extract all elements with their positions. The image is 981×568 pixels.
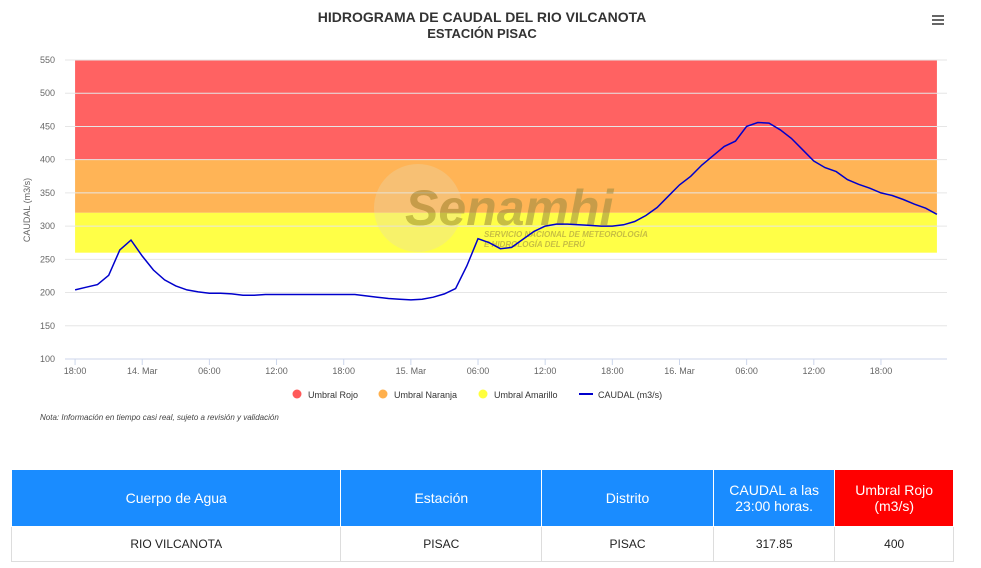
x-tick-label: 16. Mar [664, 366, 695, 376]
watermark-line: SERVICIO NACIONAL DE METEOROLOGÍA [484, 230, 648, 239]
legend-item[interactable]: CAUDAL (m3/s) [579, 390, 662, 400]
chart: HIDROGRAMA DE CAUDAL DEL RIO VILCANOTA E… [22, 9, 947, 422]
x-tick-label: 18:00 [64, 366, 87, 376]
y-tick-label: 500 [40, 88, 55, 98]
x-tick-label: 06:00 [467, 366, 490, 376]
line-series [74, 121, 938, 301]
legend-item[interactable]: Umbral Rojo [292, 389, 359, 401]
table-header: Estación [340, 469, 543, 527]
table-cell: PISAC [340, 526, 543, 562]
y-axis-title: CAUDAL (m3/s) [22, 178, 32, 242]
watermark-title: Senamhi [405, 180, 615, 236]
threshold-band [75, 159, 937, 213]
y-tick-label: 250 [40, 254, 55, 264]
watermark: Senamhi SERVICIO NACIONAL DE METEOROLOGÍ… [374, 164, 648, 252]
y-tick-label: 100 [40, 354, 55, 364]
chart-title: HIDROGRAMA DE CAUDAL DEL RIO VILCANOTA [318, 9, 646, 25]
y-tick-label: 550 [40, 55, 55, 65]
x-tick-label: 18:00 [332, 366, 355, 376]
x-tick-label: 18:00 [870, 366, 893, 376]
table-header: Umbral Rojo (m3/s) [834, 469, 954, 527]
data-table: Cuerpo de Agua Estación Distrito CAUDAL a l… [10, 469, 954, 562]
table-header: CAUDAL a las 23:00 horas. [712, 469, 836, 527]
table-cell: RIO VILCANOTA [10, 526, 342, 562]
legend-item[interactable]: Umbral Amarillo [478, 389, 558, 401]
legend-item[interactable]: Umbral Naranja [378, 389, 458, 401]
menu-icon[interactable] [932, 15, 944, 25]
x-tick-label: 06:00 [735, 366, 758, 376]
x-tick-label: 14. Mar [127, 366, 158, 376]
x-tick-label: 15. Mar [396, 366, 427, 376]
y-tick-label: 350 [40, 188, 55, 198]
table-header: Cuerpo de Agua [10, 469, 342, 527]
y-tick-label: 150 [40, 321, 55, 331]
y-tick-label: 400 [40, 155, 55, 165]
y-tick-label: 300 [40, 221, 55, 231]
chart-subtitle: ESTACIÓN PISAC [427, 26, 537, 41]
legend-swatch [478, 389, 488, 399]
table-cell: 400 [834, 526, 954, 562]
y-tick-label: 450 [40, 121, 55, 131]
x-tick-label: 12:00 [803, 366, 826, 376]
note: Nota: Información en tiempo casi real, s… [40, 413, 279, 422]
x-tick-label: 12:00 [265, 366, 288, 376]
threshold-band [75, 60, 937, 160]
legend-label: CAUDAL (m3/s) [598, 390, 662, 400]
legend-swatch [378, 389, 388, 399]
legend-label: Umbral Naranja [394, 390, 457, 400]
threshold-band [75, 212, 937, 253]
x-tick-label: 18:00 [601, 366, 624, 376]
y-tick-label: 200 [40, 288, 55, 298]
x-tick-label: 06:00 [198, 366, 221, 376]
table-cell: PISAC [541, 526, 714, 562]
legend-label: Umbral Amarillo [494, 390, 558, 400]
table-cell: 317.85 [712, 526, 836, 562]
table-header: Distrito [541, 469, 714, 527]
x-tick-label: 12:00 [534, 366, 557, 376]
legend-swatch [292, 389, 302, 399]
watermark-line: E HIDROLOGÍA DEL PERÚ [484, 240, 585, 249]
legend-label: Umbral Rojo [308, 390, 358, 400]
